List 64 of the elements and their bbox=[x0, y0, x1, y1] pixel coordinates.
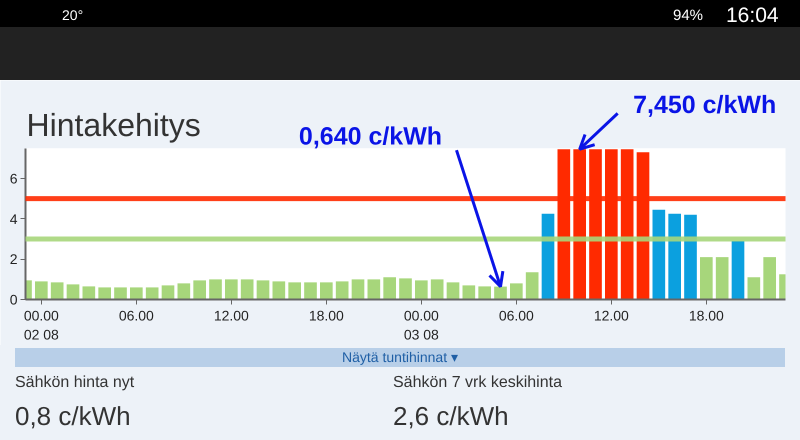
bar bbox=[35, 281, 48, 300]
x-tick-label: 06.00 bbox=[118, 308, 154, 324]
bar bbox=[256, 280, 270, 300]
bar bbox=[748, 277, 760, 300]
bar bbox=[66, 284, 80, 300]
bar bbox=[193, 280, 206, 300]
bar bbox=[178, 283, 190, 300]
text: 2,6 c/kWh bbox=[393, 400, 509, 433]
bar bbox=[130, 287, 143, 300]
text: 20° bbox=[62, 6, 84, 25]
x-tick-label: 00.00 02 08 bbox=[24, 308, 60, 343]
text: 94% bbox=[673, 6, 704, 26]
bar bbox=[320, 282, 333, 300]
bar bbox=[510, 283, 523, 300]
bar bbox=[668, 214, 681, 300]
text: Näytä tuntihinnat ▾ bbox=[342, 349, 458, 365]
bar bbox=[82, 286, 96, 300]
bar bbox=[336, 281, 348, 300]
bar bbox=[288, 282, 301, 300]
bar bbox=[462, 285, 476, 300]
chart-title: Hintakehitys bbox=[26, 107, 201, 144]
x-tick-label: 00.00 03 08 bbox=[404, 308, 440, 343]
bar bbox=[98, 287, 111, 300]
annotation: 0,640 c/kWh bbox=[298, 122, 442, 151]
x-tick-label: 18.00 bbox=[308, 308, 344, 324]
y-tick-label: 2 bbox=[10, 251, 18, 268]
bar bbox=[352, 279, 364, 300]
bar bbox=[478, 286, 491, 300]
bar bbox=[415, 280, 428, 300]
bar bbox=[304, 282, 317, 300]
x-tick-label: 18.00 bbox=[688, 308, 724, 324]
text: Sähkön hinta nyt bbox=[15, 373, 134, 393]
bar bbox=[399, 278, 412, 300]
bar bbox=[146, 287, 158, 300]
bar bbox=[209, 279, 222, 300]
bar bbox=[652, 210, 666, 300]
x-tick-label: 06.00 bbox=[498, 308, 534, 324]
bar bbox=[162, 285, 174, 300]
bar bbox=[430, 279, 444, 300]
bar bbox=[542, 214, 554, 300]
bar bbox=[240, 279, 254, 300]
bar bbox=[225, 279, 238, 300]
bar bbox=[50, 282, 64, 300]
bar bbox=[272, 281, 286, 300]
bar bbox=[732, 241, 744, 300]
bar bbox=[368, 279, 380, 300]
text: 16:04 bbox=[726, 3, 779, 29]
bar bbox=[114, 287, 127, 300]
text: Sähkön 7 vrk keskihinta bbox=[393, 373, 562, 393]
bar bbox=[716, 257, 728, 300]
bar bbox=[684, 214, 697, 300]
bar bbox=[700, 257, 713, 300]
bar bbox=[446, 282, 460, 300]
annotation: 7,450 c/kWh bbox=[633, 91, 776, 120]
y-tick-label: 6 bbox=[10, 170, 18, 186]
bar bbox=[763, 257, 776, 300]
bar bbox=[494, 286, 507, 300]
x-tick-label: 12.00 bbox=[214, 308, 250, 324]
bar bbox=[383, 277, 396, 300]
x-tick-label: 12.00 bbox=[594, 308, 630, 324]
text: 0,8 c/kWh bbox=[15, 400, 131, 433]
y-tick-label: 4 bbox=[10, 210, 18, 227]
bar bbox=[526, 272, 538, 300]
y-tick-label: 0 bbox=[10, 292, 18, 308]
